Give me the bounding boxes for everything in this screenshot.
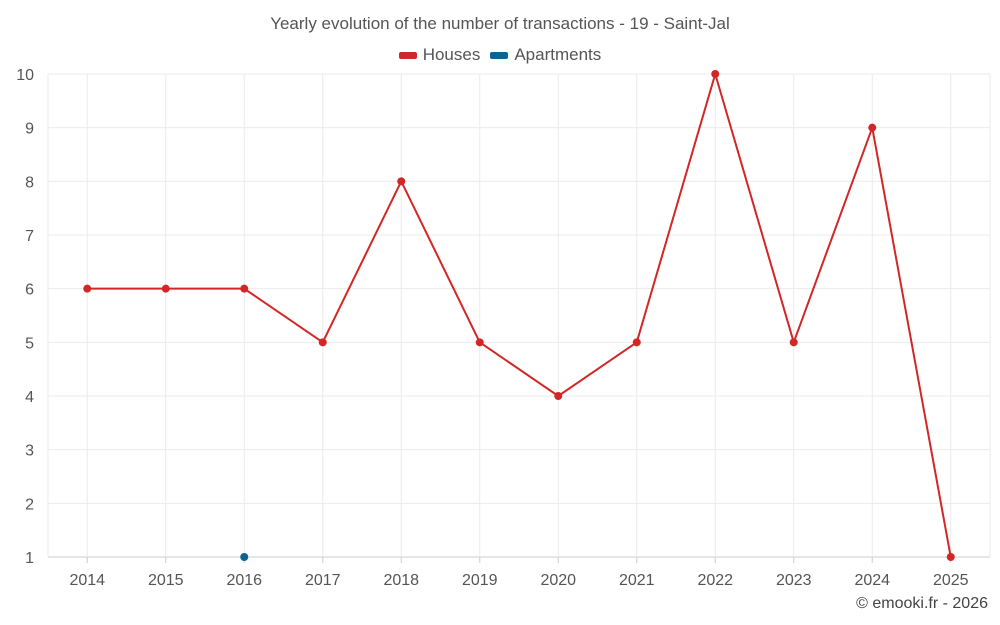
y-tick-label: 7 [25,228,34,245]
data-point-houses [83,284,92,293]
series-line-houses [87,73,952,558]
data-point-houses [161,284,170,293]
data-point-houses [554,392,563,400]
x-tick-label: 2015 [148,572,184,589]
data-point-houses [397,177,406,186]
y-tick-label: 1 [25,550,34,567]
data-point-houses [946,553,955,561]
legend-item-apartments[interactable]: Apartments [490,45,601,65]
data-point-houses [632,338,641,347]
data-point-apartments [240,553,249,561]
y-tick-label: 5 [25,335,34,352]
x-tick-label: 2019 [462,572,498,589]
x-tick-label: 2014 [69,572,105,589]
x-tick-label: 2020 [540,572,576,589]
legend-label-apartments: Apartments [514,45,602,64]
x-tick-label: 2017 [305,572,341,589]
y-tick-label: 4 [25,389,34,406]
y-tick-label: 8 [25,174,34,191]
data-point-houses [475,338,484,347]
chart-title: Yearly evolution of the number of transa… [270,14,730,33]
x-tick-label: 2018 [383,572,419,589]
data-point-houses [789,338,798,347]
legend-swatch-apartments [490,51,509,59]
data-point-houses [240,284,249,293]
y-tick-label: 9 [25,121,34,138]
x-tick-label: 2022 [697,572,733,589]
x-tick-label: 2021 [619,572,655,589]
y-tick-label: 10 [16,67,34,84]
x-tick-label: 2024 [854,572,890,589]
x-tick-label: 2025 [933,572,969,589]
y-tick-label: 3 [25,443,34,460]
x-tick-label: 2023 [776,572,812,589]
legend-item-houses[interactable]: Houses [398,45,481,65]
chart-legend: Houses Apartments [0,45,1000,65]
data-point-houses [318,338,327,347]
legend-label-houses: Houses [422,45,481,64]
y-tick-label: 2 [25,496,34,513]
data-point-houses [711,70,720,78]
data-point-houses [868,123,877,132]
credit-text: © emooki.fr - 2026 [856,595,988,612]
legend-swatch-houses [398,51,417,59]
x-tick-label: 2016 [226,572,262,589]
y-tick-label: 6 [25,282,34,299]
